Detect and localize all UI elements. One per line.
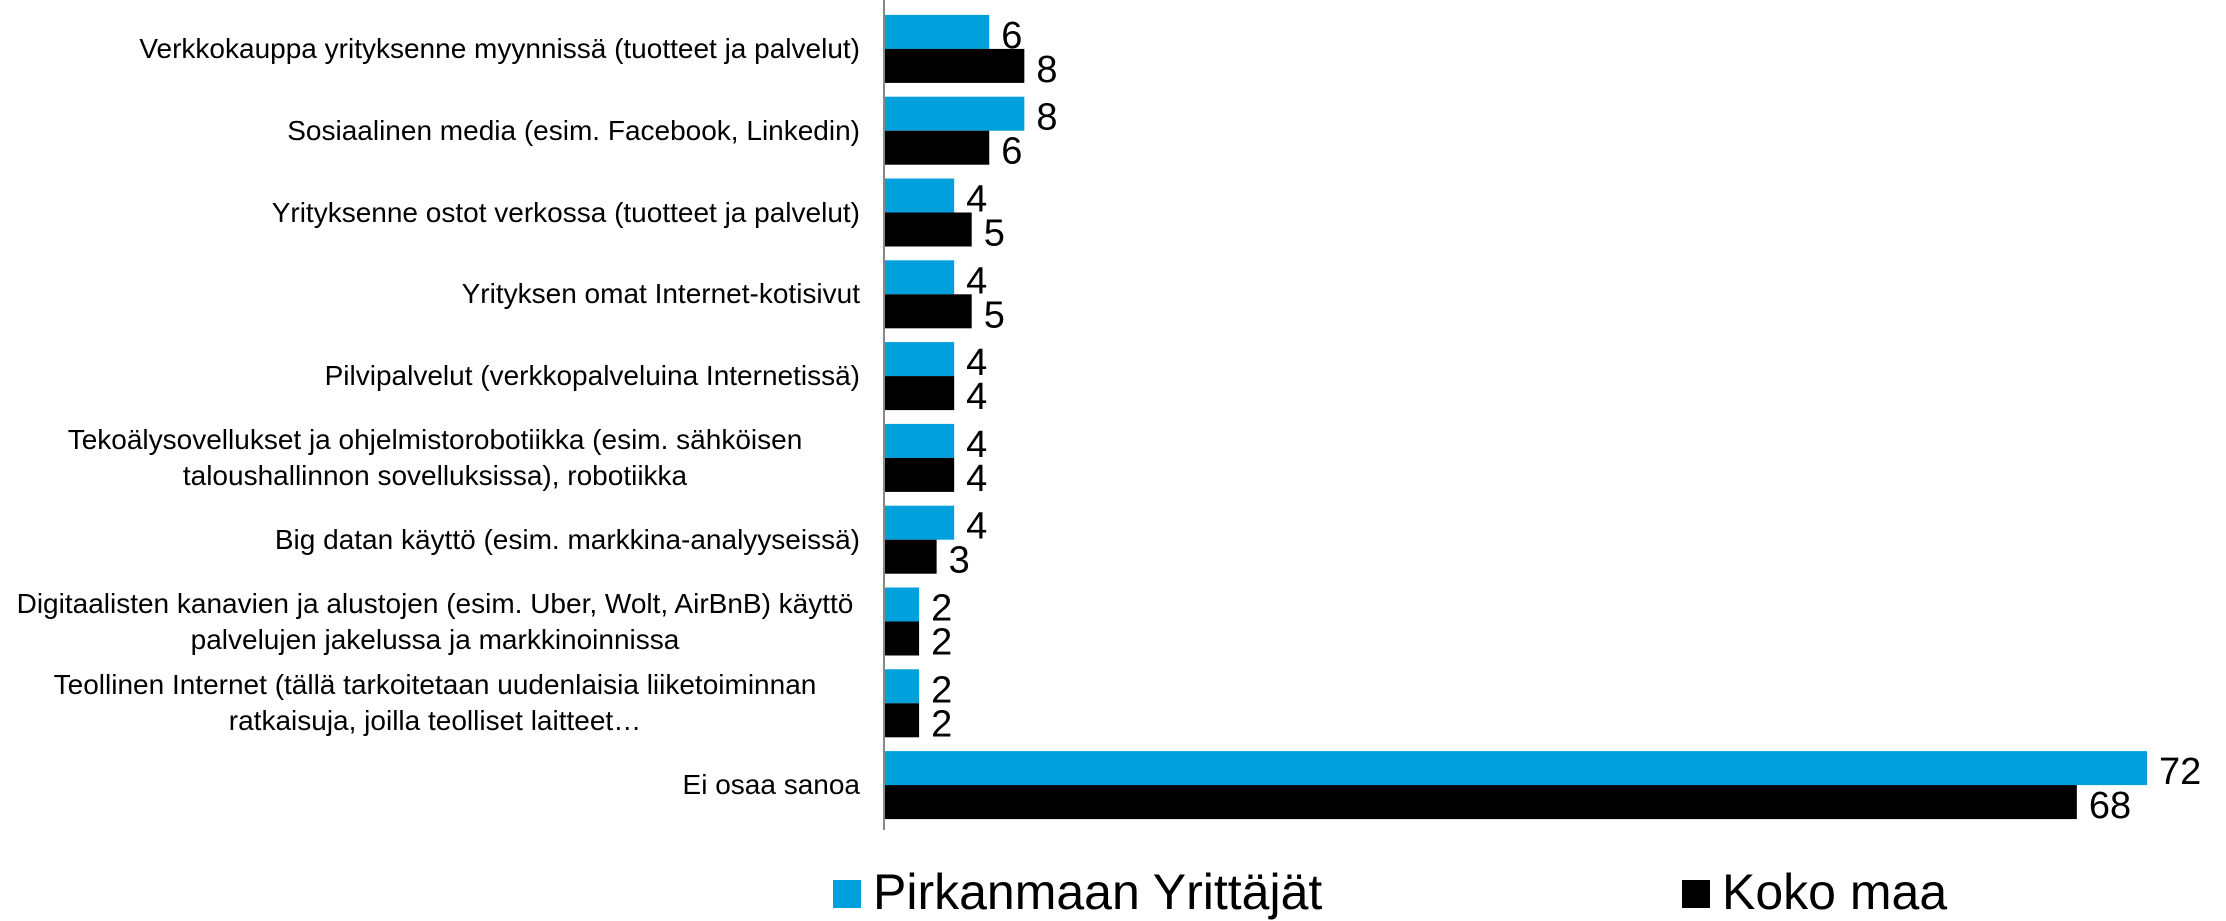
value-label: 2 bbox=[931, 703, 952, 745]
category-label: Digitaalisten kanavien ja alustojen (esi… bbox=[10, 586, 860, 658]
legend-label: Koko maa bbox=[1722, 864, 1947, 920]
category-text: Tekoälysovellukset ja ohjelmistorobotiik… bbox=[67, 423, 803, 491]
bar bbox=[884, 587, 920, 622]
legend-swatch bbox=[833, 880, 861, 908]
value-label: 5 bbox=[984, 213, 1005, 255]
category-text: Big datan käyttö (esim. markkina-analyys… bbox=[274, 523, 860, 555]
bar bbox=[884, 260, 955, 295]
value-label: 2 bbox=[931, 588, 952, 630]
value-label: 4 bbox=[966, 342, 987, 384]
bar bbox=[884, 785, 2077, 820]
value-label: 4 bbox=[966, 179, 987, 221]
bar bbox=[884, 703, 920, 738]
bar bbox=[884, 539, 937, 574]
value-label: 4 bbox=[966, 260, 987, 302]
value-label: 2 bbox=[931, 669, 952, 711]
category-text: Ei osaa sanoa bbox=[682, 769, 860, 801]
category-text: Sosiaalinen media (esim. Facebook, Linke… bbox=[287, 114, 860, 146]
bar bbox=[884, 342, 955, 377]
category-text: Pilvipalvelut (verkkopalveluina Internet… bbox=[324, 360, 860, 392]
category-label: Big datan käyttö (esim. markkina-analyys… bbox=[10, 522, 860, 558]
legend-swatch bbox=[1682, 880, 1710, 908]
value-label: 5 bbox=[984, 294, 1005, 336]
value-label: 72 bbox=[2159, 751, 2201, 793]
value-label: 6 bbox=[1001, 15, 1022, 57]
bar bbox=[884, 48, 1025, 83]
bar bbox=[884, 423, 955, 458]
value-label: 4 bbox=[966, 458, 987, 500]
bar bbox=[884, 505, 955, 540]
category-label: Teollinen Internet (tällä tarkoitetaan u… bbox=[10, 667, 860, 739]
category-label: Sosiaalinen media (esim. Facebook, Linke… bbox=[10, 113, 860, 149]
category-text: Digitaalisten kanavien ja alustojen (esi… bbox=[16, 587, 854, 655]
bar bbox=[884, 457, 955, 492]
bar bbox=[884, 376, 955, 411]
bar bbox=[884, 96, 1025, 131]
category-label: Yrityksen omat Internet-kotisivut bbox=[10, 276, 860, 312]
category-label: Yrityksenne ostot verkossa (tuotteet ja … bbox=[10, 195, 860, 231]
value-label: 4 bbox=[966, 506, 987, 548]
category-label: Tekoälysovellukset ja ohjelmistorobotiik… bbox=[10, 422, 860, 494]
value-label: 4 bbox=[966, 376, 987, 418]
legend-label: Pirkanmaan Yrittäjät bbox=[873, 864, 1322, 920]
value-label: 6 bbox=[1001, 131, 1022, 173]
value-label: 8 bbox=[1036, 97, 1057, 139]
bar bbox=[884, 294, 972, 329]
value-label: 68 bbox=[2089, 785, 2131, 827]
bar bbox=[884, 14, 990, 49]
category-label: Pilvipalvelut (verkkopalveluina Internet… bbox=[10, 358, 860, 394]
value-label: 3 bbox=[949, 540, 970, 582]
category-label: Ei osaa sanoa bbox=[10, 767, 860, 803]
value-label: 4 bbox=[966, 424, 987, 466]
category-label: Verkkokauppa yrityksenne myynnissä (tuot… bbox=[10, 31, 860, 67]
bar bbox=[884, 178, 955, 213]
bar bbox=[884, 212, 972, 247]
category-text: Teollinen Internet (tällä tarkoitetaan u… bbox=[53, 669, 817, 737]
category-text: Yrityksenne ostot verkossa (tuotteet ja … bbox=[271, 196, 860, 228]
value-label: 8 bbox=[1036, 49, 1057, 91]
bar bbox=[884, 130, 990, 165]
category-text: Verkkokauppa yrityksenne myynnissä (tuot… bbox=[139, 32, 860, 64]
bar bbox=[884, 669, 920, 704]
bar bbox=[884, 751, 2147, 786]
category-text: Yrityksen omat Internet-kotisivut bbox=[461, 278, 860, 310]
bar bbox=[884, 621, 920, 656]
value-label: 2 bbox=[931, 622, 952, 664]
